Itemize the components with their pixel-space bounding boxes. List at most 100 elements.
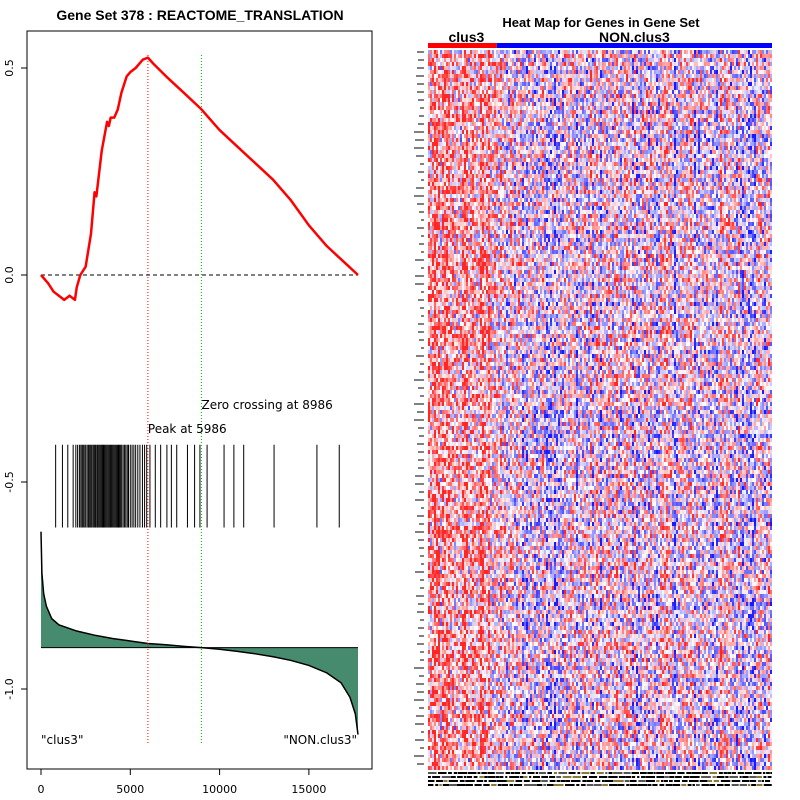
row-label-mark	[415, 571, 424, 573]
sample-label-mark	[437, 772, 447, 774]
row-label-mark	[418, 323, 424, 325]
sample-label-mark	[647, 772, 653, 774]
sample-label-mark	[435, 784, 439, 786]
sample-label-mark	[742, 776, 749, 778]
sample-label-mark	[466, 776, 473, 778]
row-label-mark	[415, 139, 424, 141]
sample-label-mark	[532, 776, 540, 778]
row-label-mark	[418, 331, 424, 333]
sample-label-mark	[756, 776, 762, 778]
row-label-mark	[418, 467, 424, 469]
marker-lines	[147, 55, 202, 745]
row-label-mark	[419, 523, 424, 525]
row-label-mark	[415, 499, 424, 501]
row-label-mark	[416, 595, 424, 597]
sample-label-mark	[677, 772, 685, 774]
sample-label-mark	[457, 772, 467, 774]
sample-label-mark	[477, 772, 481, 774]
sample-label-mark	[527, 772, 535, 774]
gene-hit-bars	[55, 444, 340, 528]
sample-label-mark	[596, 772, 604, 774]
plot-frame	[26, 30, 373, 770]
sample-label-mark	[465, 780, 475, 782]
sample-label-mark	[608, 776, 618, 778]
sample-label-mark	[450, 776, 456, 778]
sample-label-mark	[626, 784, 629, 786]
sample-label-mark	[637, 784, 648, 786]
sample-label-mark	[432, 776, 441, 778]
sample-label-mark	[617, 784, 625, 786]
sample-label-mark	[509, 776, 519, 778]
row-label-mark	[418, 459, 424, 461]
row-label-mark	[417, 763, 424, 765]
sample-label-mark	[581, 784, 586, 786]
sample-label-mark	[660, 780, 664, 782]
row-label-mark	[414, 403, 424, 405]
sample-label-mark	[588, 776, 598, 778]
row-label-mark	[414, 147, 424, 149]
sample-label-mark	[701, 772, 708, 774]
heatmap-group-label-non-clus3: NON.clus3	[599, 29, 670, 45]
group-left-label: "clus3"	[41, 733, 83, 747]
row-label-mark	[419, 243, 424, 245]
row-label-mark	[420, 107, 424, 109]
sample-label-mark	[484, 776, 488, 778]
row-label-mark	[420, 307, 424, 309]
row-label-mark	[418, 99, 424, 101]
y-tick-label: -0.5	[3, 471, 16, 492]
row-label-mark	[420, 555, 424, 557]
sample-label-mark	[570, 780, 581, 782]
sample-label-mark	[474, 784, 482, 786]
row-label-mark	[421, 219, 424, 221]
sample-label-mark	[753, 772, 762, 774]
row-label-mark	[419, 115, 424, 117]
sample-label-mark	[524, 784, 534, 786]
row-label-mark	[418, 59, 424, 61]
row-label-mark	[415, 483, 424, 485]
sample-label-mark	[436, 780, 443, 782]
sample-label-mark	[601, 780, 605, 782]
row-label-mark	[419, 707, 424, 709]
sample-label-mark	[463, 776, 467, 778]
sample-label-mark	[647, 784, 652, 786]
sample-label-mark	[709, 784, 716, 786]
sample-label-mark	[448, 780, 458, 782]
sample-label-mark	[565, 780, 571, 782]
group-bar-non-clus3	[496, 43, 772, 48]
sample-label-mark	[709, 772, 718, 774]
sample-label-mark	[558, 772, 568, 774]
row-label-mark	[414, 195, 424, 197]
row-label-mark	[421, 235, 424, 237]
sample-label-mark	[448, 772, 452, 774]
sample-label-mark	[672, 784, 681, 786]
sample-label-mark	[631, 772, 639, 774]
sample-label-mark	[762, 780, 765, 782]
sample-label-mark	[481, 772, 487, 774]
row-label-mark	[418, 627, 424, 629]
sample-label-mark	[656, 772, 665, 774]
sample-label-mark	[665, 772, 668, 774]
sample-label-mark	[491, 784, 497, 786]
sample-label-mark	[577, 772, 581, 774]
sample-label-mark	[521, 772, 526, 774]
sample-label-mark	[428, 780, 435, 782]
row-label-mark	[417, 91, 424, 93]
row-label-mark	[420, 659, 424, 661]
row-label-mark	[415, 275, 424, 277]
sample-label-mark	[629, 780, 637, 782]
sample-label-mark	[613, 772, 623, 774]
row-label-mark	[419, 547, 424, 549]
heatmap-image	[428, 50, 772, 770]
sample-label-mark	[541, 776, 549, 778]
sample-label-mark	[604, 780, 614, 782]
sample-label-mark	[699, 780, 708, 782]
sample-label-mark	[533, 784, 537, 786]
sample-label-mark	[428, 784, 434, 786]
sample-label-mark	[514, 772, 521, 774]
sample-label-mark	[565, 784, 575, 786]
row-label-mark	[419, 491, 424, 493]
heatmap-group-bar	[428, 43, 772, 48]
sample-label-mark	[624, 780, 630, 782]
row-label-mark	[421, 251, 424, 253]
row-label-mark	[417, 67, 424, 69]
